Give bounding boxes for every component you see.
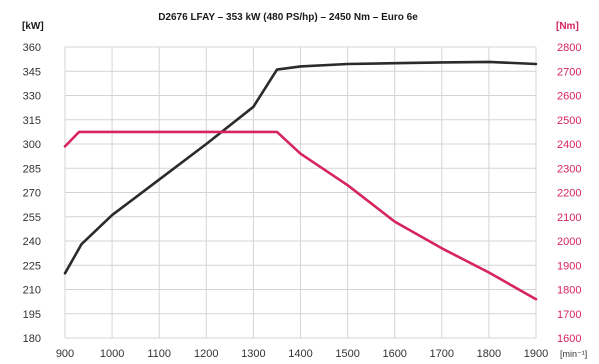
grid-lines <box>64 46 537 339</box>
left-tick-label: 345 <box>23 66 41 78</box>
right-axis-unit: [Nm] <box>556 21 579 32</box>
left-tick-label: 315 <box>23 115 41 127</box>
power-curve <box>63 60 538 275</box>
x-tick-label: 1100 <box>147 348 171 360</box>
left-tick-label: 360 <box>23 42 41 54</box>
right-tick-label: 2300 <box>557 163 581 175</box>
x-axis-unit: [min⁻¹] <box>560 349 587 359</box>
x-tick-label: 1300 <box>241 348 265 360</box>
left-tick-label: 330 <box>23 91 41 103</box>
x-tick-label: 1000 <box>100 348 124 360</box>
right-tick-label: 2600 <box>557 91 581 103</box>
torque-curve <box>63 130 538 301</box>
right-tick-label: 1800 <box>557 285 581 297</box>
right-tick-label: 2400 <box>557 139 581 151</box>
right-tick-label: 2500 <box>557 115 581 127</box>
left-tick-label: 210 <box>23 285 41 297</box>
x-tick-label: 1800 <box>477 348 501 360</box>
left-tick-label: 225 <box>23 260 41 272</box>
left-tick-label: 270 <box>23 188 41 200</box>
right-tick-label: 2800 <box>557 42 581 54</box>
x-tick-labels: 900 1000 1100 1200 1300 1400 1500 1600 1700 1800 1… <box>56 348 548 360</box>
left-tick-label: 300 <box>23 139 41 151</box>
x-tick-label: 1200 <box>194 348 218 360</box>
chart-title: D2676 LFAY – 353 kW (480 PS/hp) – 2450 N… <box>158 12 418 23</box>
x-tick-label: 1900 <box>524 348 548 360</box>
x-tick-label: 1400 <box>288 348 312 360</box>
right-tick-label: 2000 <box>557 236 581 248</box>
left-tick-label: 255 <box>23 212 41 224</box>
x-tick-label: 900 <box>56 348 74 360</box>
right-tick-label: 2100 <box>557 212 581 224</box>
right-tick-label: 2700 <box>557 66 581 78</box>
series-lines <box>63 60 538 301</box>
left-tick-label: 285 <box>23 163 41 175</box>
left-tick-label: 180 <box>23 333 41 345</box>
right-tick-label: 1600 <box>557 333 581 345</box>
x-tick-label: 1500 <box>335 348 359 360</box>
left-tick-label: 240 <box>23 236 41 248</box>
left-tick-label: 195 <box>23 309 41 321</box>
x-tick-label: 1600 <box>382 348 406 360</box>
left-axis-unit: [kW] <box>22 21 44 32</box>
left-tick-labels: 180 195 210 225 240 255 270 285 300 315 330 345 360 <box>23 42 41 345</box>
right-tick-label: 1700 <box>557 309 581 321</box>
right-tick-label: 1900 <box>557 260 581 272</box>
right-tick-labels: 1600 1700 1800 1900 2000 2100 2200 2300 2400 2500… <box>557 42 581 345</box>
right-tick-label: 2200 <box>557 188 581 200</box>
x-tick-label: 1700 <box>430 348 454 360</box>
